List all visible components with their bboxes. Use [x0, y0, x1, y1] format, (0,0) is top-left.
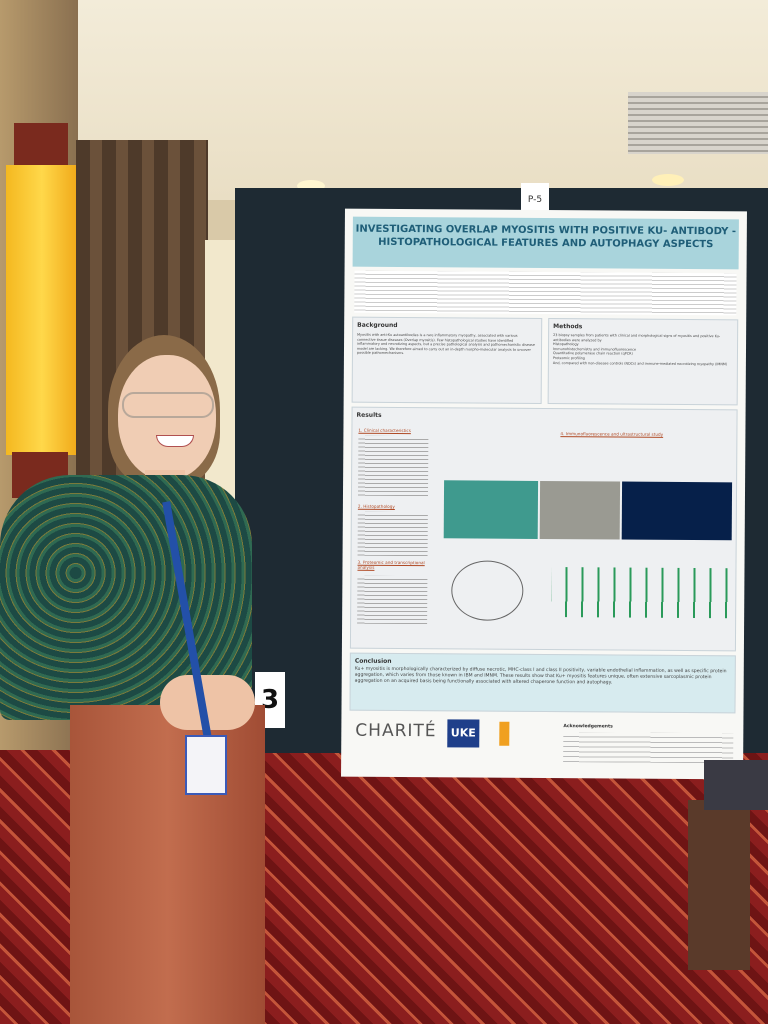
heading: Conclusion [354, 657, 392, 665]
other-person-skirt [704, 760, 768, 810]
poster-title: INVESTIGATING OVERLAP MYOSITIS WITH POSI… [352, 216, 739, 270]
glasses [122, 392, 214, 418]
text-block [357, 511, 428, 557]
figure-if [621, 481, 733, 541]
heading: Background [357, 321, 398, 329]
badge [185, 735, 227, 795]
acknowledgements-text [563, 732, 734, 764]
pants [70, 705, 265, 1024]
subheading: 2. Histopathology [357, 503, 395, 509]
subheading: 3. Proteomic and transcriptional analysi… [357, 559, 425, 570]
acknowledgements-heading: Acknowledgements [563, 724, 613, 730]
figure-histology [443, 480, 539, 539]
ceiling-light [652, 174, 684, 186]
heading: Results [356, 411, 382, 419]
list-item: And, compared with non-disease controls … [552, 360, 728, 366]
background-box: Background Myositis with anti-Ku autoant… [351, 316, 543, 404]
lamp [6, 165, 78, 455]
lamp-top [14, 123, 68, 168]
conclusion-box: Conclusion Ku+ myositis is morphological… [349, 652, 736, 714]
subheading: 4. Immunofluorescence and ultrastructura… [560, 431, 664, 437]
text-block [357, 575, 428, 625]
smile [156, 435, 194, 447]
methods-box: Methods 23 biopsy samples from patients … [547, 318, 739, 406]
text: Myositis with anti-Ku autoantibodies is … [356, 332, 535, 356]
heading: Methods [553, 323, 583, 331]
authors [354, 270, 737, 316]
ceiling-vent [628, 92, 768, 154]
subheading: 1. Clinical characteristics [358, 427, 411, 434]
poster: INVESTIGATING OVERLAP MYOSITIS WITH POSI… [341, 208, 747, 780]
figure-diagram [451, 560, 524, 621]
logo-mark [499, 721, 510, 746]
other-person-legs [688, 800, 750, 970]
results-box: Results 1. Clinical characteristics 2. H… [349, 406, 738, 652]
figure-em [539, 480, 621, 540]
figure-plots [551, 567, 732, 619]
logo: CHARITÉ [355, 720, 437, 742]
logo: UKE [447, 719, 480, 748]
text-block [357, 435, 429, 497]
text: Ku+ myositis is morphologically characte… [354, 666, 727, 686]
